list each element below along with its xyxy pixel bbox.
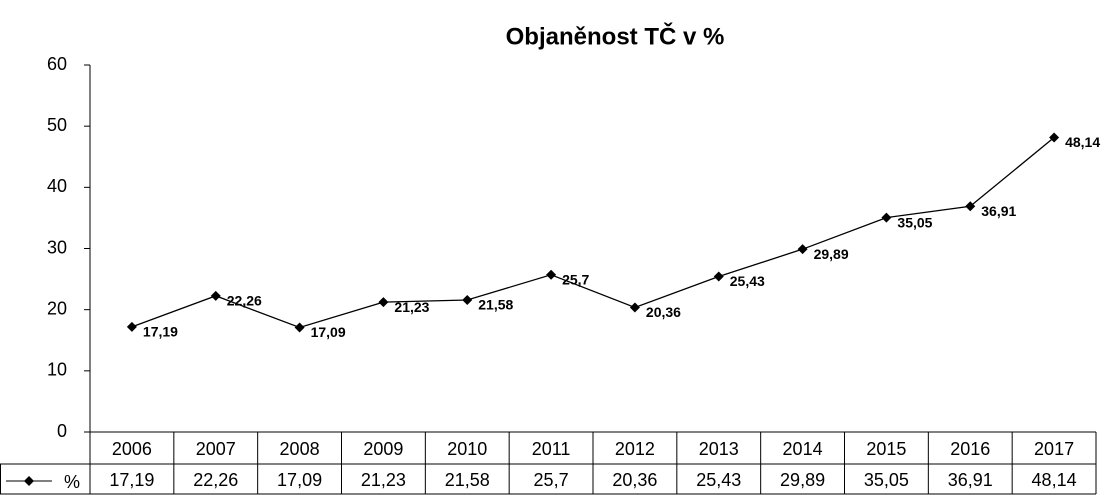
data-label: 25,43 bbox=[730, 273, 765, 289]
y-tick-label: 50 bbox=[47, 115, 67, 135]
marker bbox=[629, 302, 640, 313]
marker bbox=[210, 290, 221, 301]
x-tick-label: 2009 bbox=[363, 439, 403, 459]
table-value: 25,43 bbox=[696, 470, 741, 490]
marker bbox=[294, 322, 305, 333]
marker bbox=[797, 244, 808, 255]
data-label: 21,58 bbox=[478, 297, 513, 313]
marker bbox=[713, 271, 724, 282]
data-label: 21,23 bbox=[394, 299, 429, 315]
legend-marker bbox=[24, 476, 34, 486]
x-tick-label: 2007 bbox=[196, 439, 236, 459]
table-value: 21,23 bbox=[361, 470, 406, 490]
y-tick-label: 40 bbox=[47, 176, 67, 196]
marker bbox=[965, 201, 976, 212]
table-value: 35,05 bbox=[864, 470, 909, 490]
x-tick-label: 2012 bbox=[615, 439, 655, 459]
y-tick-label: 20 bbox=[47, 298, 67, 318]
data-label: 25,7 bbox=[562, 272, 589, 288]
y-tick-label: 30 bbox=[47, 237, 67, 257]
table-value: 17,09 bbox=[277, 470, 322, 490]
data-label: 48,14 bbox=[1065, 134, 1100, 150]
table-value: 21,58 bbox=[445, 470, 490, 490]
legend-cell bbox=[0, 463, 91, 495]
x-tick-label: 2008 bbox=[280, 439, 320, 459]
marker bbox=[378, 297, 389, 308]
data-label: 35,05 bbox=[897, 214, 932, 230]
x-tick-label: 2017 bbox=[1034, 439, 1074, 459]
data-label: 36,91 bbox=[981, 203, 1016, 219]
table-value: 29,89 bbox=[780, 470, 825, 490]
series-line bbox=[131, 137, 1055, 329]
legend-label: % bbox=[64, 472, 80, 492]
data-label: 17,09 bbox=[311, 324, 346, 340]
y-tick-label: 10 bbox=[47, 360, 67, 380]
data-label: 20,36 bbox=[646, 304, 681, 320]
marker bbox=[546, 269, 557, 280]
x-tick-label: 2010 bbox=[447, 439, 487, 459]
x-tick-label: 2016 bbox=[950, 439, 990, 459]
x-tick-label: 2013 bbox=[699, 439, 739, 459]
marker bbox=[1049, 132, 1060, 143]
marker bbox=[462, 295, 473, 306]
table-value: 48,14 bbox=[1032, 470, 1077, 490]
y-tick-label: 0 bbox=[57, 421, 67, 441]
data-label: 17,19 bbox=[143, 324, 178, 340]
marker bbox=[881, 212, 892, 223]
x-tick-label: 2006 bbox=[112, 439, 152, 459]
table-value: 17,19 bbox=[109, 470, 154, 490]
table-value: 36,91 bbox=[948, 470, 993, 490]
marker bbox=[126, 321, 137, 332]
y-tick-label: 60 bbox=[47, 54, 67, 74]
data-label: 22,26 bbox=[227, 293, 262, 309]
chart-title: Objaněnost TČ v % bbox=[506, 22, 725, 50]
table-value: 20,36 bbox=[612, 470, 657, 490]
table-value: 25,7 bbox=[534, 470, 569, 490]
table-value: 22,26 bbox=[193, 470, 238, 490]
x-tick-label: 2015 bbox=[866, 439, 906, 459]
x-tick-label: 2014 bbox=[783, 439, 823, 459]
data-label: 29,89 bbox=[814, 246, 849, 262]
x-tick-label: 2011 bbox=[532, 439, 571, 459]
